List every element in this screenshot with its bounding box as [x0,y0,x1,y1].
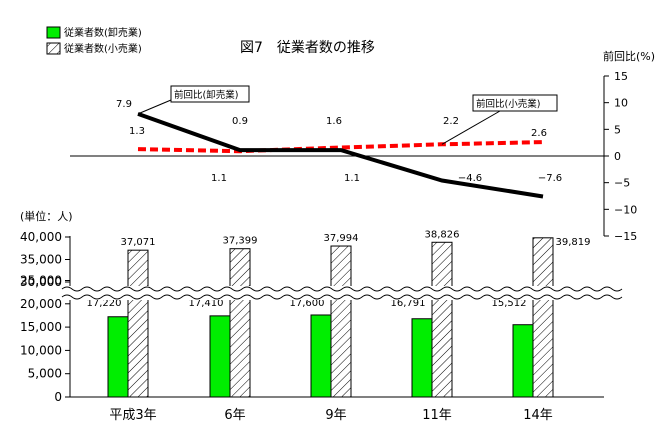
bar-retail [127,249,149,398]
x-labels: 平成3年 6年 9年 11年 14年 [109,408,552,423]
bar-axis-tick-label: 10,000 [20,343,62,357]
axis-break-wave-top [61,286,623,292]
legend-swatch-wholesale [46,26,61,39]
callout-box-wholesale [170,85,250,103]
line-retail-label: 2.2 [443,116,459,127]
line-retail-label: 1.3 [129,126,145,137]
bar-wholesale [411,318,433,398]
axis-break-wave-bottom [61,294,623,300]
x-category-label: 11年 [422,408,452,423]
bar-axis-tick-label: 15,000 [20,320,62,334]
line-retail-ratio [137,140,544,154]
callout-box-retail [472,94,558,112]
bar-axis-tick-label: 35,000 [20,253,62,267]
bar-wholesale-label: 15,512 [492,298,527,309]
line-wholesale-ratio [137,112,544,199]
line-axis: 15 10 5 0 −5 −10 −15 [70,70,637,243]
line-wholesale-label: −4.6 [458,173,482,184]
chart-title: 図7 従業者数の推移 [240,40,375,56]
bar-axis-tick-label: 25,000 [20,274,62,288]
x-category-label: 6年 [224,408,245,423]
line-wholesale-label: 1.1 [344,173,360,184]
line-retail-label: 0.9 [232,116,248,127]
line-axis-tick-label: −10 [614,203,637,216]
bar-retail-label: 39,819 [556,237,591,248]
bar-wholesale-label: 16,791 [391,298,426,309]
bar-retail [229,248,251,398]
bar-wholesale-label: 17,220 [87,298,122,309]
bar-retail-label: 37,071 [121,237,156,248]
bar-axis-tick-label: 30,000 [20,275,62,289]
line-axis-tick-label: 0 [614,150,621,163]
axis-break-mask [60,286,618,300]
line-axis-tick-label: −15 [614,230,637,243]
x-category-label: 9年 [325,408,346,423]
line-axis-tick-label: 5 [614,123,621,136]
line-wholesale-label: 7.9 [116,99,132,110]
callouts: 前回比(卸売業) 前回比(小売業) [137,85,558,145]
bar-retail [532,237,554,398]
bar-retail [330,245,352,398]
bar-wholesale [209,315,231,398]
callout-leader-retail [441,110,501,145]
bar-axis-tick-label: 5,000 [28,367,62,381]
bar-retail-label: 37,994 [324,233,359,244]
bar-axis-tick-label: 40,000 [20,230,62,244]
callout-leader-wholesale [137,99,172,115]
line-wholesale-label: −7.6 [538,173,562,184]
line-retail-label: 1.6 [326,116,342,127]
legend-swatch-retail [46,42,61,55]
legend: 従業者数(卸売業) 従業者数(小売業) [46,26,142,55]
bar-axis-tick-label: 0 [54,390,62,404]
x-category-label: 14年 [523,408,553,423]
callout-label-retail: 前回比(小売業) [476,98,540,110]
line-wholesale-label: 1.1 [211,173,227,184]
callout-label-wholesale: 前回比(卸売業) [174,89,238,101]
bar-axis-tick-label: 20,000 [20,297,62,311]
lines: 7.9 1.1 1.1 −4.6 −7.6 1.3 0.9 1.6 2.2 2.6 [116,99,562,199]
bar-axis-unit: (単位：人) [20,209,73,223]
bar-retail-label: 37,399 [223,236,258,247]
bar-wholesale [512,324,534,398]
bar-wholesale [310,314,332,398]
bar-retail-label: 38,826 [425,229,460,240]
axis-break [60,286,623,300]
legend-label-retail: 従業者数(小売業) [64,42,142,55]
x-category-label: 平成3年 [109,408,156,423]
line-axis-tick-label: 10 [614,97,628,110]
bar-wholesale-label: 17,600 [290,298,325,309]
legend-label-wholesale: 従業者数(卸売業) [64,26,142,39]
line-axis-tick-label: 15 [614,70,628,83]
bar-wholesale-label: 17,410 [189,298,224,309]
bar-retail [431,241,453,398]
line-axis-unit: 前回比(%) [603,49,655,63]
line-axis-tick-label: −5 [614,177,630,190]
bars: 17,220 37,071 17,410 37,399 17,600 37,994 16,7… [87,229,591,398]
line-retail-label: 2.6 [531,128,547,139]
bar-wholesale [107,316,129,398]
